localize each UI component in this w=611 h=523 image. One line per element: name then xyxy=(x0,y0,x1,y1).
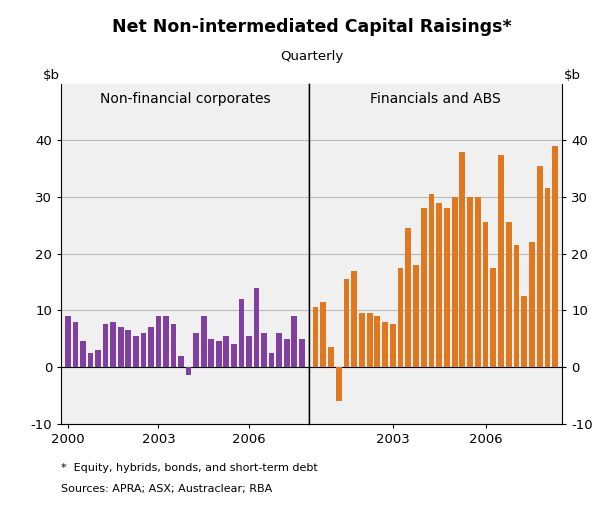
Bar xyxy=(208,339,214,367)
Bar xyxy=(284,339,290,367)
Bar xyxy=(498,154,504,367)
Bar xyxy=(118,327,123,367)
Bar xyxy=(452,197,458,367)
Bar xyxy=(428,194,434,367)
Bar xyxy=(343,279,349,367)
Bar xyxy=(224,336,229,367)
Bar xyxy=(163,316,169,367)
Bar xyxy=(351,271,357,367)
Bar xyxy=(80,342,86,367)
Text: $b: $b xyxy=(43,69,60,82)
Bar xyxy=(262,333,267,367)
Bar xyxy=(382,322,388,367)
Bar xyxy=(73,322,78,367)
Bar xyxy=(254,288,259,367)
Text: Non-financial corporates: Non-financial corporates xyxy=(100,92,270,106)
Text: $b: $b xyxy=(563,69,580,82)
Bar xyxy=(178,356,184,367)
Bar xyxy=(186,367,191,376)
Bar xyxy=(65,316,71,367)
Bar xyxy=(521,296,527,367)
Text: Sources: APRA; ASX; Austraclear; RBA: Sources: APRA; ASX; Austraclear; RBA xyxy=(61,484,273,494)
Bar xyxy=(193,333,199,367)
Bar xyxy=(398,268,403,367)
Text: *  Equity, hybrids, bonds, and short-term debt: * Equity, hybrids, bonds, and short-term… xyxy=(61,463,318,473)
Bar xyxy=(514,245,519,367)
Bar xyxy=(313,308,318,367)
Bar xyxy=(276,333,282,367)
Bar xyxy=(483,222,488,367)
Bar xyxy=(375,316,380,367)
Bar xyxy=(405,228,411,367)
Bar xyxy=(552,146,558,367)
Bar xyxy=(506,222,511,367)
Bar xyxy=(170,324,177,367)
Text: Financials and ABS: Financials and ABS xyxy=(370,92,500,106)
Bar xyxy=(291,316,297,367)
Bar xyxy=(216,342,222,367)
Bar xyxy=(201,316,207,367)
Bar xyxy=(537,166,543,367)
Bar xyxy=(299,339,305,367)
Bar xyxy=(444,208,450,367)
Bar xyxy=(95,350,101,367)
Bar xyxy=(544,188,551,367)
Bar xyxy=(231,344,236,367)
Bar xyxy=(246,336,252,367)
Bar xyxy=(238,299,244,367)
Bar xyxy=(141,333,146,367)
Bar xyxy=(491,268,496,367)
Bar xyxy=(328,347,334,367)
Bar xyxy=(125,330,131,367)
Bar xyxy=(459,152,466,367)
Bar xyxy=(320,302,326,367)
Bar xyxy=(390,324,396,367)
Bar xyxy=(148,327,154,367)
Bar xyxy=(436,203,442,367)
Text: Quarterly: Quarterly xyxy=(280,50,343,63)
Bar xyxy=(359,313,365,367)
Bar xyxy=(133,336,139,367)
Bar xyxy=(475,197,481,367)
Bar xyxy=(336,367,342,401)
Bar xyxy=(367,313,373,367)
Bar xyxy=(269,353,274,367)
Bar xyxy=(467,197,473,367)
Bar xyxy=(111,322,116,367)
Bar xyxy=(88,353,93,367)
Bar xyxy=(156,316,161,367)
Bar xyxy=(103,324,108,367)
Bar xyxy=(529,242,535,367)
Bar xyxy=(421,208,426,367)
Text: Net Non-intermediated Capital Raisings*: Net Non-intermediated Capital Raisings* xyxy=(112,18,511,36)
Bar xyxy=(413,265,419,367)
